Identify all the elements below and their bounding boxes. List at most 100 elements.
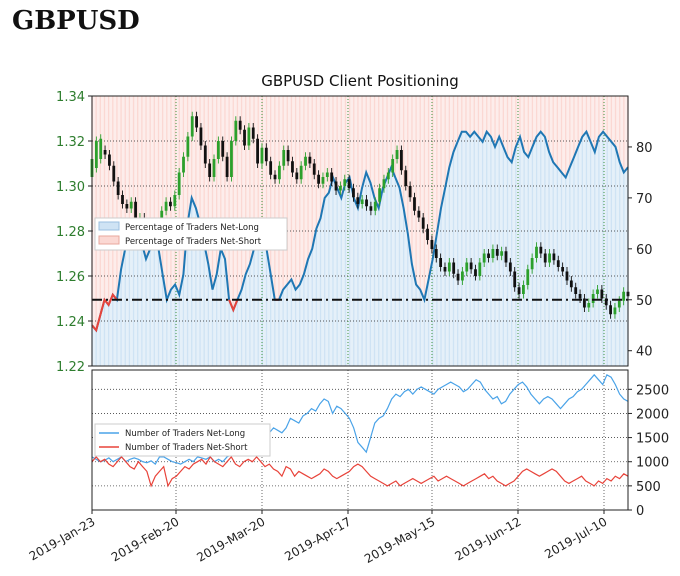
trader-count-legend: Number of Traders Net-Long Number of Tra… xyxy=(94,423,271,457)
date-axis: 2019-Jan-23 2019-Feb-20 2019-Mar-20 2019-Ap… xyxy=(27,510,610,566)
price-candle-body xyxy=(413,197,416,211)
price-candle-body xyxy=(116,181,120,195)
price-candle-body xyxy=(543,253,547,263)
price-candle-body xyxy=(260,147,264,164)
price-candle-body xyxy=(539,246,543,254)
price-tick-label: 1.26 xyxy=(56,270,85,285)
price-candle-body xyxy=(482,253,486,263)
price-candle-body xyxy=(286,150,290,162)
price-candle-body xyxy=(325,172,329,177)
price-candle-body xyxy=(243,129,246,146)
price-candle-body xyxy=(578,294,582,299)
price-candle-body xyxy=(103,150,107,155)
price-candle-body xyxy=(182,156,185,173)
price-candle-body xyxy=(269,161,273,175)
price-candle-body xyxy=(338,186,342,191)
price-candle-body xyxy=(426,228,429,240)
percent-net-long-line xyxy=(91,129,629,333)
price-candle-body xyxy=(177,172,181,195)
price-candle-body xyxy=(94,141,98,168)
legend-box xyxy=(94,217,288,251)
net-short-count-line xyxy=(91,455,629,488)
price-candle-body xyxy=(421,217,425,229)
price-candle-body xyxy=(569,280,573,288)
price-candle-body xyxy=(221,141,225,157)
price-candle-body xyxy=(565,271,569,281)
price-candle-body xyxy=(574,287,578,294)
price-candle-body xyxy=(365,199,368,207)
price-candle-body xyxy=(408,186,412,198)
trader-count-panel: 2500 2000 1500 1000 500 0 Number of Traders N… xyxy=(91,369,669,519)
price-candle-body xyxy=(526,269,530,285)
date-tick-label: 2019-Jun-12 xyxy=(453,514,524,563)
price-candle-body xyxy=(491,249,495,258)
price-candle-body xyxy=(203,145,207,164)
price-candle-body xyxy=(277,165,281,180)
price-candle-body xyxy=(434,249,438,258)
price-candle-body xyxy=(417,210,421,218)
date-tick-label: 2019-Apr-17 xyxy=(282,514,353,563)
price-candle-body xyxy=(216,141,220,159)
count-tick-label: 0 xyxy=(636,504,644,519)
count-axis: 2500 2000 1500 1000 500 0 xyxy=(628,383,669,519)
percent-fills xyxy=(91,96,629,366)
price-candle-body xyxy=(99,138,103,159)
legend-swatch-net-long xyxy=(98,221,120,231)
price-candle-body xyxy=(404,170,408,186)
price-candle-body xyxy=(596,289,599,294)
price-candle-body xyxy=(312,163,316,175)
price-candle-body xyxy=(225,156,229,177)
price-candle-body xyxy=(273,174,277,180)
price-candle-body xyxy=(360,199,364,204)
percent-tick-label: 40 xyxy=(636,345,653,360)
price-candle-body xyxy=(251,127,255,139)
price-candle-body xyxy=(317,174,321,184)
legend-label-count-net-short: Number of Traders Net-Short xyxy=(125,443,248,453)
price-tick-label: 1.34 xyxy=(56,90,85,105)
page-heading: GBPUSD xyxy=(12,6,140,36)
price-candle-body xyxy=(609,305,612,315)
price-candle-body xyxy=(199,127,203,146)
price-candle-body xyxy=(256,138,259,164)
price-candle-body xyxy=(373,201,377,211)
price-candle-body xyxy=(129,201,133,209)
price-candle-body xyxy=(522,285,525,294)
price-candle-body xyxy=(195,116,198,128)
date-tick-label: 2019-May-15 xyxy=(362,514,437,566)
price-candle-body xyxy=(604,298,608,306)
price-candle-body xyxy=(282,150,286,166)
price-candle-body xyxy=(295,172,299,180)
percent-tick-label: 80 xyxy=(636,141,653,156)
trader-count-frame xyxy=(91,369,629,511)
date-tick-label: 2019-Feb-20 xyxy=(109,514,182,564)
price-candle-body xyxy=(230,141,233,177)
price-candle-body xyxy=(439,258,443,267)
price-candle-body xyxy=(548,253,551,263)
price-candle-body xyxy=(356,197,360,204)
price-candle-body xyxy=(561,267,565,272)
price-candle-body xyxy=(238,120,242,130)
percent-axis: 80 70 60 50 40 xyxy=(628,141,653,360)
price-candle-body xyxy=(169,201,172,207)
price-candle-body xyxy=(461,271,464,281)
price-candle-body xyxy=(535,246,538,258)
date-tick-label: 2019-Jan-23 xyxy=(27,514,98,563)
price-candle-body xyxy=(321,177,325,184)
price-candle-body xyxy=(508,262,512,272)
price-candle-body xyxy=(121,195,124,204)
chart-title: GBPUSD Client Positioning xyxy=(261,72,459,90)
price-candle-body xyxy=(347,179,351,189)
date-tick-label: 2019-Mar-20 xyxy=(194,514,267,564)
price-tick-label: 1.24 xyxy=(56,315,85,330)
price-candle-body xyxy=(504,251,508,263)
price-candle-body xyxy=(343,179,347,186)
price-candle-body xyxy=(299,165,303,180)
price-candle-body xyxy=(386,172,390,180)
price-candle-body xyxy=(600,289,604,299)
price-candle-body xyxy=(391,159,395,173)
price-candle-body xyxy=(443,267,447,272)
price-candle-body xyxy=(247,127,251,146)
price-candle-body xyxy=(530,258,534,270)
price-candle-body xyxy=(164,201,168,211)
